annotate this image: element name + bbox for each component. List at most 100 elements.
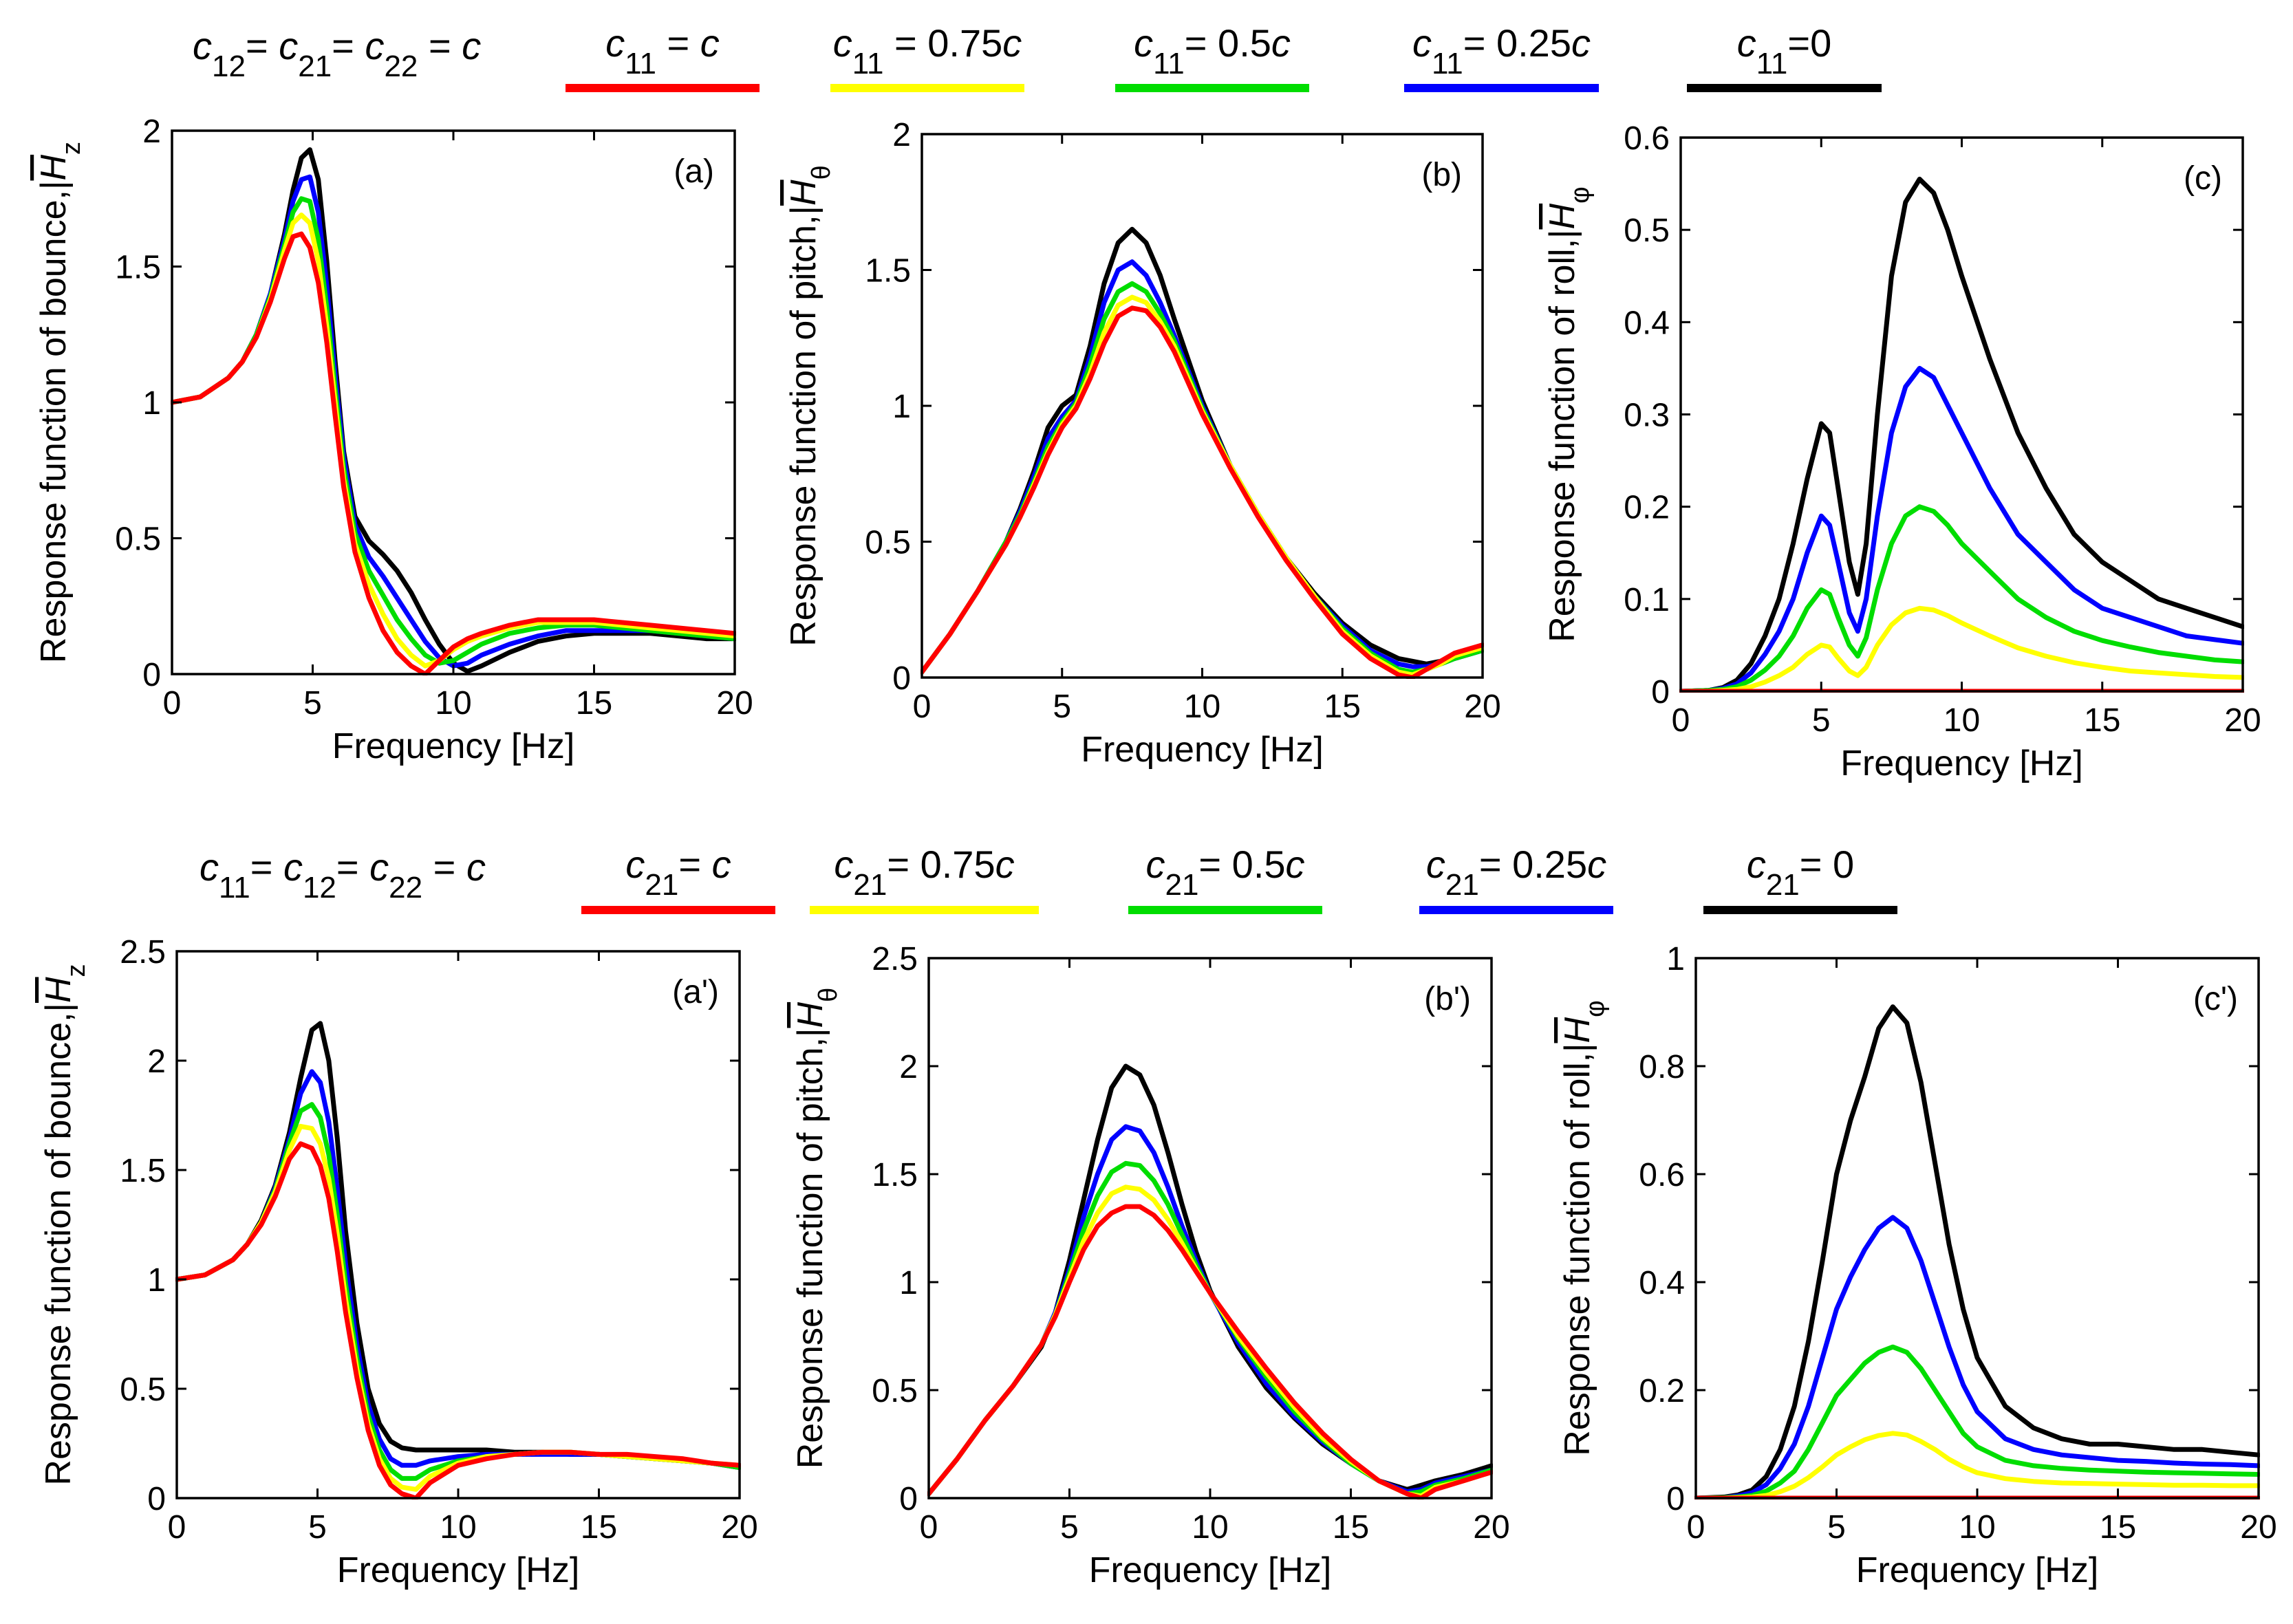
y-tick-label: 0.5 — [120, 1372, 166, 1408]
x-axis-label: Frequency [Hz] — [337, 1550, 580, 1590]
legend-text-part: 11 — [1432, 47, 1463, 80]
chart-c: 0 5 10 15 20 0 0.1 0.2 0.3 0.4 0.5 0.6 Frequency [Hz… — [1542, 120, 2261, 783]
x-tick-label: 15 — [2100, 1509, 2136, 1546]
legend-text-part: = — [250, 845, 283, 889]
x-axis-label: Frequency [Hz] — [332, 726, 575, 766]
y-axis-symbol: H — [34, 155, 74, 181]
legend-text-part: c — [1587, 843, 1606, 886]
x-tick-label: 0 — [168, 1509, 186, 1546]
y-tick-label: 0 — [892, 660, 911, 697]
x-tick-label: 20 — [1473, 1509, 1509, 1546]
y-tick-label: 1 — [147, 1262, 166, 1299]
y-axis-label-text: Response function of bounce, — [34, 190, 74, 663]
panel-label: (c') — [2193, 981, 2238, 1017]
legend-text-part: 11 — [625, 47, 656, 80]
legend-layer: c12= c21= c22 = c c11 = c c11 = 0.75c c11= … — [193, 21, 1897, 914]
legend-text-part: = 0.75 — [887, 843, 995, 886]
y-tick-label: 0.5 — [1624, 213, 1670, 249]
x-axis-label: Frequency [Hz] — [1081, 730, 1324, 770]
legend-text-part: = 0 — [1800, 843, 1854, 886]
y-tick-label: 1.5 — [865, 253, 911, 290]
x-tick-label: 5 — [308, 1509, 327, 1546]
y-tick-label: 2 — [142, 113, 161, 150]
abs-bar-left: | — [34, 181, 74, 191]
x-tick-label: 10 — [1944, 702, 1980, 739]
y-axis-subscript: z — [57, 142, 86, 155]
chart-b: 0 5 10 15 20 0 0.5 1 1.5 2 Frequency [Hz] Response … — [784, 117, 1501, 770]
legend-text-part: 22 — [384, 50, 418, 83]
legend-text-part: 12 — [303, 871, 336, 905]
x-tick-label: 10 — [1959, 1509, 1995, 1546]
x-tick-label: 20 — [721, 1509, 757, 1546]
y-axis-label: Response function of bounce,|Hz — [39, 964, 91, 1485]
legend-text-part: c — [1412, 21, 1432, 65]
legend-text-part: 11 — [219, 871, 250, 905]
legend-entry: c11= 0.5c — [1115, 21, 1309, 92]
legend-text-part: 21 — [1165, 868, 1198, 902]
legend-text-part: = — [336, 845, 369, 889]
y-axis-label-text: Response function of pitch, — [784, 215, 823, 646]
y-axis-subscript: θ — [807, 165, 836, 180]
series-group — [921, 226, 1484, 679]
legend-text-part: c — [1145, 843, 1165, 886]
x-tick-label: 10 — [1184, 689, 1220, 725]
x-tick-label: 15 — [1324, 689, 1361, 725]
legend-text-part: c — [365, 24, 384, 67]
y-axis-label: Response function of bounce,|Hz — [34, 142, 86, 663]
y-tick-label: 1 — [899, 1265, 918, 1301]
y-tick-label: 1 — [892, 389, 911, 425]
series-line-c11-0.75c — [1679, 605, 2244, 693]
legend-condition: c11= c12= c22 = c — [200, 845, 486, 905]
legend-entry-label: c11= 0.25c — [1412, 21, 1591, 80]
y-tick-label: 1 — [1666, 941, 1685, 977]
legend-text-part: =0 — [1787, 21, 1831, 65]
legend-text-part: 11 — [1153, 47, 1185, 80]
x-tick-label: 20 — [716, 685, 753, 722]
series-line-c11-0.5c — [1679, 504, 2244, 693]
panel-label: (b) — [1421, 157, 1462, 193]
x-tick-label: 0 — [920, 1509, 938, 1546]
series-line-c11-c — [171, 231, 736, 675]
legend-row: c12= c21= c22 = c c11 = c c11 = 0.75c c11= … — [193, 21, 1882, 92]
legend-text-part: = — [246, 24, 279, 67]
legend-condition: c12= c21= c22 = c — [193, 24, 481, 83]
panel-label: (a) — [674, 153, 714, 190]
legend-text-part: 21 — [853, 868, 887, 902]
legend-text-part: = 0.5 — [1198, 843, 1285, 886]
legend-entry: c11 = c — [566, 21, 760, 92]
legend-text-part: = — [678, 843, 711, 886]
y-axis-symbol: H — [39, 977, 78, 1003]
y-tick-label: 0.4 — [1624, 305, 1670, 341]
legend-text-part: 21 — [298, 50, 332, 83]
legend-text-part: c — [834, 843, 853, 886]
series-line-c11-0 — [1679, 176, 2244, 693]
legend-entry-label: c21= c — [625, 843, 731, 902]
abs-bar-left: | — [784, 206, 823, 215]
y-axis-subscript: θ — [814, 988, 843, 1002]
y-axis-subscript: φ — [1581, 1000, 1610, 1017]
legend-text-part: c — [1747, 843, 1766, 886]
legend-text-part: 21 — [1766, 868, 1800, 902]
x-tick-label: 0 — [1687, 1509, 1705, 1546]
legend-text-part: c — [700, 21, 720, 65]
x-axis-label: Frequency [Hz] — [1840, 744, 2083, 783]
legend-entry: c11 = 0.75c — [830, 21, 1024, 92]
chart-a2: 0 5 10 15 20 0 0.5 1 1.5 2 2.5 Frequency [Hz] Respon… — [39, 934, 758, 1590]
series-line-c21-0.25c — [1694, 1215, 2260, 1500]
y-tick-label: 0.4 — [1639, 1265, 1685, 1301]
y-axis-subscript: z — [62, 964, 91, 977]
y-tick-label: 1.5 — [120, 1153, 166, 1189]
legend-entry-label: c11= 0.5c — [1134, 21, 1291, 80]
y-axis-label-text: Response function of roll, — [1558, 1052, 1597, 1456]
series-group — [927, 1063, 1493, 1500]
y-tick-label: 1.5 — [872, 1157, 918, 1193]
legend-text-part: c — [1002, 21, 1022, 65]
x-tick-label: 0 — [913, 689, 932, 725]
y-tick-label: 0.6 — [1624, 120, 1670, 157]
legend-entry-label: c21= 0.5c — [1145, 843, 1304, 902]
legend-text-part: = 0.25 — [1479, 843, 1587, 886]
y-tick-label: 1 — [142, 385, 161, 422]
legend-text-part: c — [625, 843, 645, 886]
legend-entry-label: c21= 0 — [1747, 843, 1854, 902]
